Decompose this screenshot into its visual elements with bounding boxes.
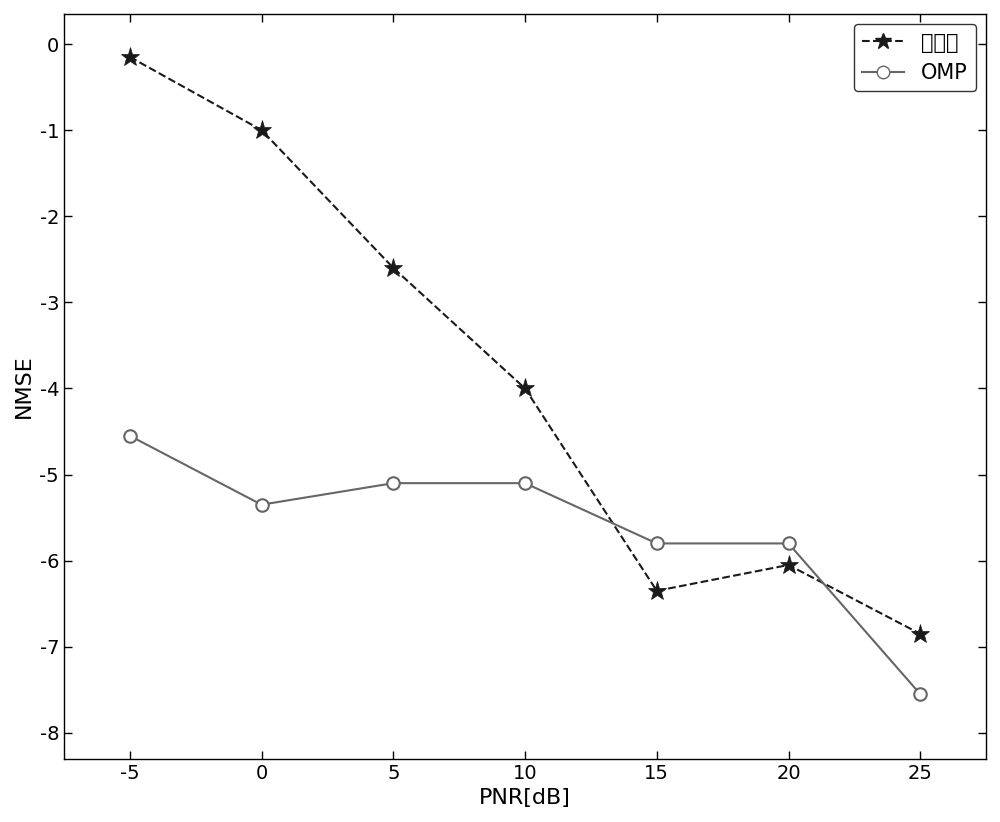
Legend: 本发明, OMP: 本发明, OMP xyxy=(854,25,976,91)
Y-axis label: NMSE: NMSE xyxy=(14,354,34,418)
X-axis label: PNR[dB]: PNR[dB] xyxy=(479,788,571,808)
